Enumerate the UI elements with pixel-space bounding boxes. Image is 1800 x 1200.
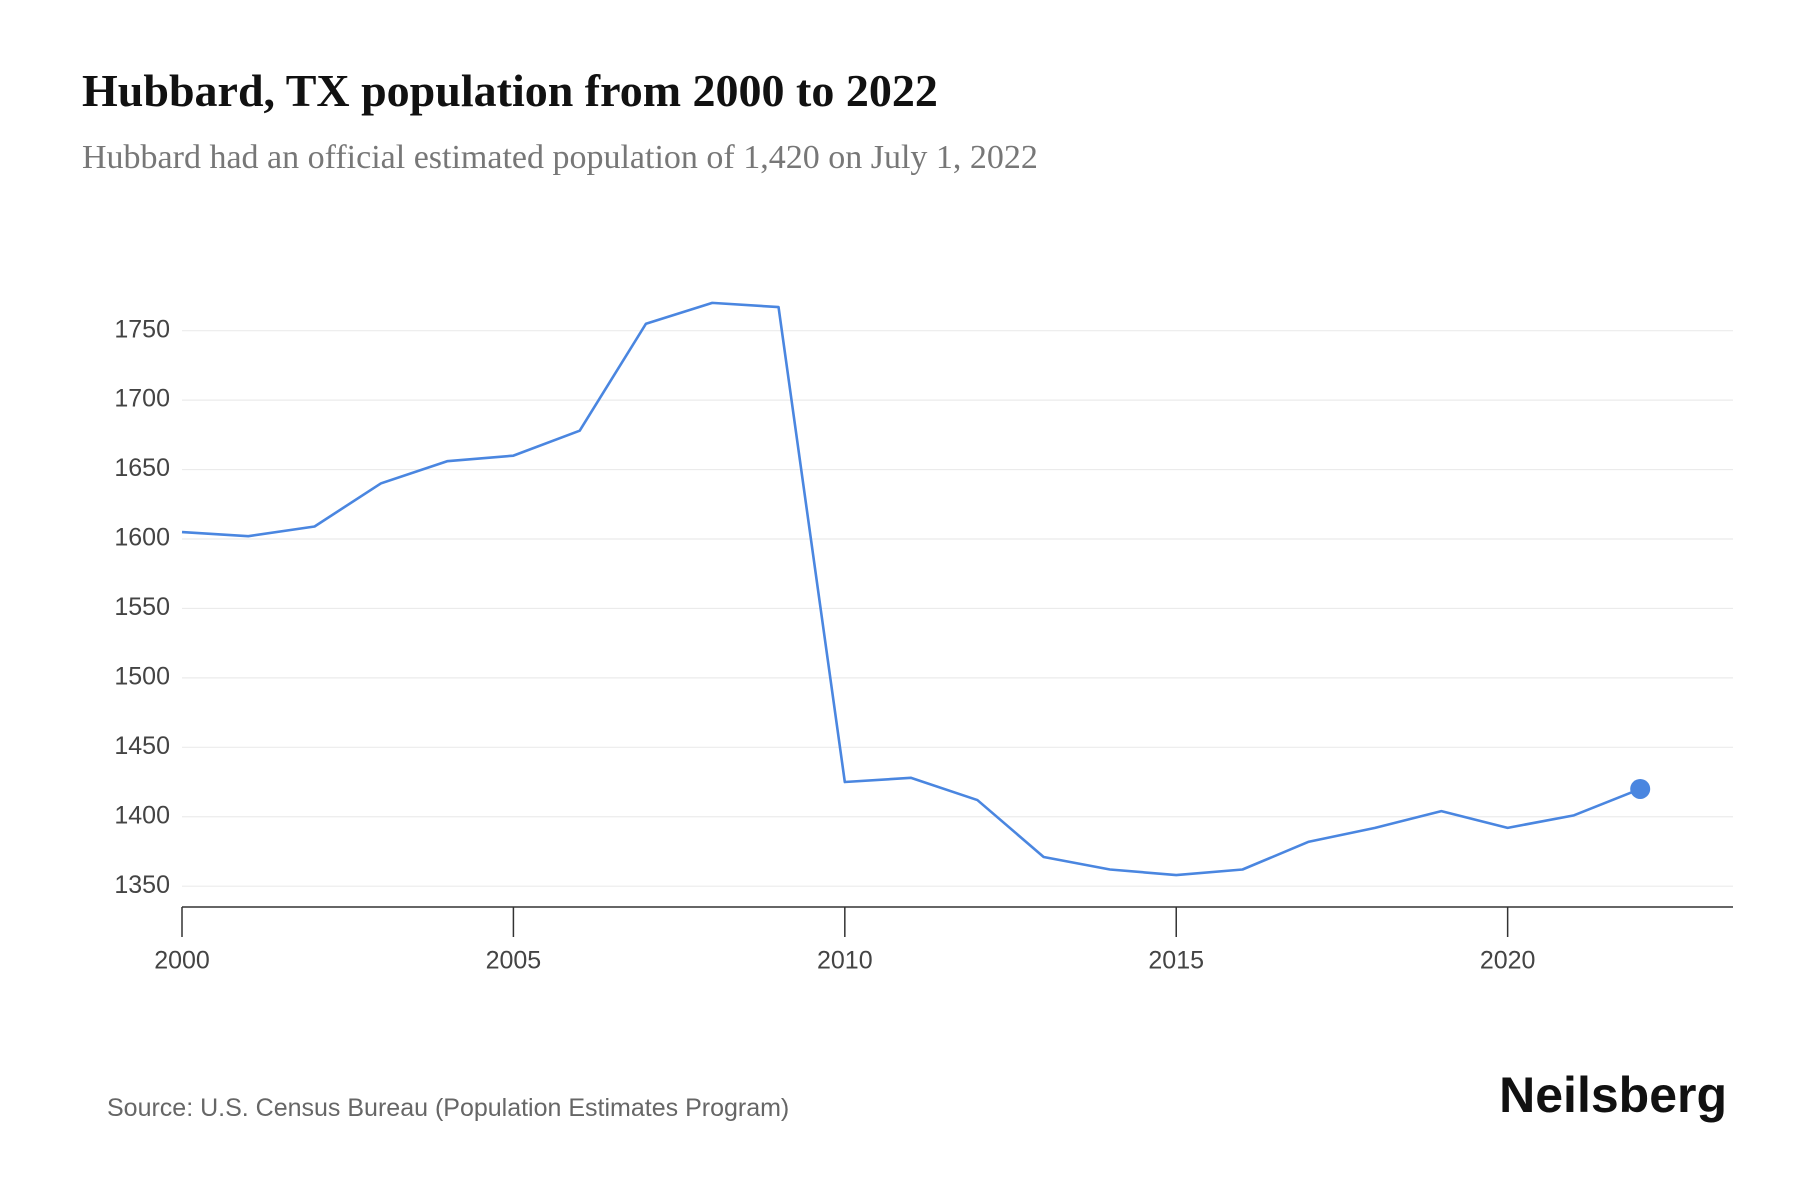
chart-title: Hubbard, TX population from 2000 to 2022: [82, 65, 938, 116]
y-tick-label: 1750: [114, 315, 170, 343]
y-tick-label: 1450: [114, 732, 170, 760]
series-line: [181, 301, 1641, 877]
y-tick-label: 1400: [114, 801, 170, 829]
x-tick-label: 2005: [486, 947, 542, 975]
y-tick-label: 1700: [114, 385, 170, 413]
y-tick-label: 1500: [114, 662, 170, 690]
y-tick-label: 1650: [114, 454, 170, 482]
y-tick-label: 1600: [114, 524, 170, 552]
y-tick-label: 1550: [114, 593, 170, 621]
x-tick-label: 2010: [817, 947, 873, 975]
x-tick-label: 2000: [154, 947, 210, 975]
x-tick-label: 2020: [1480, 947, 1536, 975]
x-tick-label: 2015: [1148, 947, 1204, 975]
brand-logo: Neilsberg: [1499, 1067, 1727, 1123]
source-note: Source: U.S. Census Bureau (Population E…: [107, 1094, 789, 1122]
last-point: [1630, 778, 1651, 799]
y-tick-label: 1350: [114, 871, 170, 899]
chart-subtitle: Hubbard had an official estimated popula…: [82, 139, 1038, 176]
